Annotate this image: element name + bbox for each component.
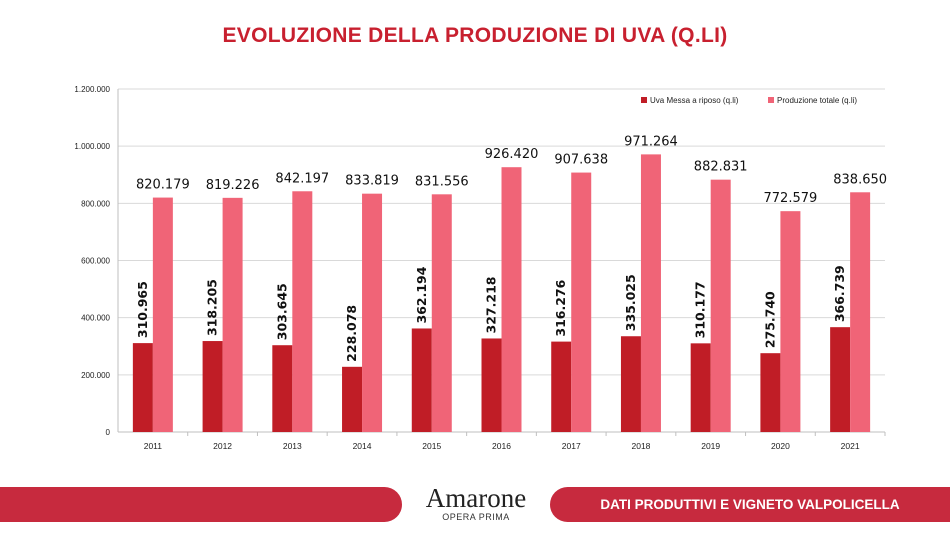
- bar-produzione-totale: [152, 197, 173, 432]
- y-tick-label: 400.000: [81, 314, 110, 323]
- data-label-produzione: 907.638: [554, 153, 608, 168]
- data-label-uva-messa: 303.645: [274, 283, 289, 340]
- bar-produzione-totale: [571, 172, 592, 432]
- legend-label: Produzione totale (q.li): [777, 96, 857, 105]
- footer-section-label: DATI PRODUTTIVI E VIGNETO VALPOLICELLA: [550, 487, 950, 522]
- y-tick-label: 1.000.000: [74, 142, 110, 151]
- data-label-uva-messa: 335.025: [623, 274, 638, 331]
- data-label-produzione: 882.831: [694, 160, 748, 175]
- data-label-uva-messa: 310.965: [135, 281, 150, 338]
- data-label-uva-messa: 366.739: [832, 265, 847, 322]
- data-label-uva-messa: 318.205: [205, 279, 220, 336]
- x-tick-label: 2018: [631, 441, 650, 451]
- data-label-produzione: 820.179: [136, 178, 190, 193]
- bar-uva-messa-a-riposo: [132, 343, 153, 432]
- footer-band-left: [0, 487, 402, 522]
- bar-uva-messa-a-riposo: [620, 336, 641, 432]
- x-tick-label: 2015: [422, 441, 441, 451]
- bar-produzione-totale: [710, 179, 731, 432]
- legend-swatch: [641, 97, 647, 103]
- x-tick-label: 2013: [283, 441, 302, 451]
- y-tick-label: 800.000: [81, 199, 110, 208]
- logo-sub: OPERA PRIMA: [442, 512, 510, 522]
- legend-swatch: [768, 97, 774, 103]
- bar-produzione-totale: [431, 194, 452, 432]
- data-label-produzione: 833.819: [345, 174, 399, 189]
- y-tick-label: 200.000: [81, 371, 110, 380]
- data-label-produzione: 971.264: [624, 134, 678, 149]
- bar-uva-messa-a-riposo: [411, 328, 432, 432]
- bar-uva-messa-a-riposo: [202, 341, 223, 432]
- bar-uva-messa-a-riposo: [342, 366, 363, 432]
- legend-label: Uva Messa a riposo (q.li): [650, 96, 739, 105]
- data-label-uva-messa: 310.177: [693, 281, 708, 338]
- data-label-uva-messa: 327.218: [484, 277, 499, 334]
- logo: Amarone OPERA PRIMA: [402, 484, 550, 522]
- bar-uva-messa-a-riposo: [760, 353, 781, 432]
- bar-produzione-totale: [640, 154, 661, 432]
- data-label-uva-messa: 228.078: [344, 305, 359, 362]
- chart-title: EVOLUZIONE DELLA PRODUZIONE DI UVA (Q.LI…: [222, 24, 728, 47]
- y-tick-label: 0: [106, 428, 111, 437]
- data-label-produzione: 819.226: [206, 178, 260, 193]
- bar-produzione-totale: [850, 192, 871, 432]
- data-label-produzione: 831.556: [415, 174, 469, 189]
- x-tick-label: 2017: [562, 441, 581, 451]
- x-tick-label: 2011: [144, 441, 163, 451]
- bar-produzione-totale: [222, 197, 243, 432]
- bar-uva-messa-a-riposo: [481, 338, 502, 432]
- data-label-produzione: 772.579: [764, 191, 818, 206]
- y-tick-label: 600.000: [81, 257, 110, 266]
- x-tick-label: 2019: [701, 441, 720, 451]
- bar-produzione-totale: [292, 191, 313, 432]
- x-tick-label: 2012: [213, 441, 232, 451]
- data-label-produzione: 842.197: [275, 171, 329, 186]
- bar-uva-messa-a-riposo: [690, 343, 711, 432]
- x-tick-label: 2020: [771, 441, 790, 451]
- x-tick-label: 2016: [492, 441, 511, 451]
- logo-main: Amarone: [425, 483, 527, 513]
- data-label-produzione: 838.650: [833, 172, 887, 187]
- data-label-uva-messa: 316.276: [553, 279, 568, 336]
- bar-produzione-totale: [362, 193, 383, 432]
- bar-chart: 0 200.000 400.000 600.000 800.000 1.000.000 1.…: [74, 85, 887, 451]
- bar-produzione-totale: [780, 211, 801, 432]
- bar-uva-messa-a-riposo: [830, 327, 851, 432]
- data-label-produzione: 926.420: [485, 147, 539, 162]
- x-tick-label: 2021: [841, 441, 860, 451]
- data-label-uva-messa: 275.740: [762, 291, 777, 348]
- bar-uva-messa-a-riposo: [551, 341, 572, 432]
- data-label-uva-messa: 362.194: [414, 266, 429, 323]
- y-tick-label: 1.200.000: [74, 85, 110, 94]
- bar-produzione-totale: [501, 167, 522, 432]
- x-tick-label: 2014: [353, 441, 372, 451]
- bar-uva-messa-a-riposo: [272, 345, 293, 432]
